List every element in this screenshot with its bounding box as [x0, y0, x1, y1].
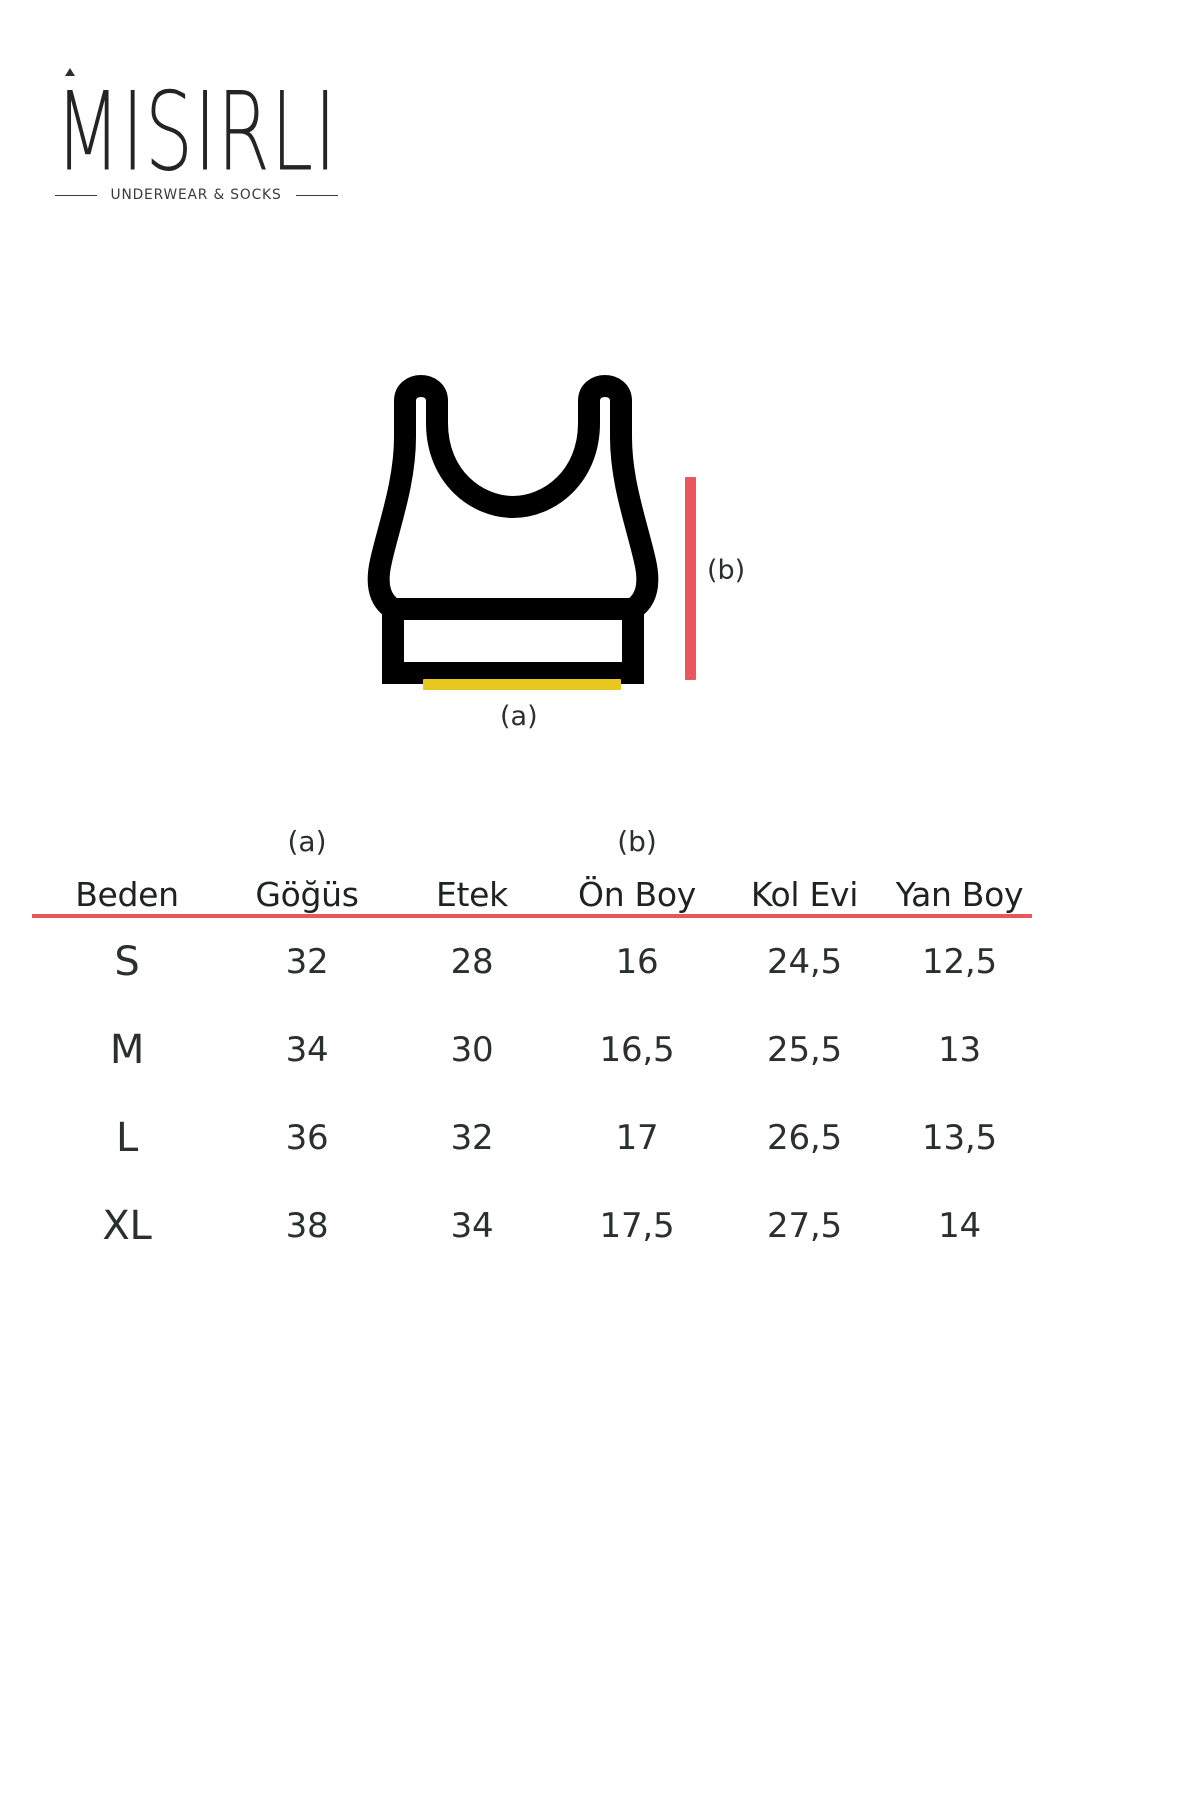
cell-etek: 34 — [450, 1206, 494, 1246]
header-beden: Beden — [32, 858, 222, 918]
table-row: M 34 30 16,5 25,5 13 — [32, 1006, 1032, 1094]
cell-on-boy: 16 — [615, 942, 659, 982]
cell-gogus: 32 — [285, 942, 329, 982]
cell-etek: 28 — [450, 942, 494, 982]
cell-beden: M — [109, 1027, 145, 1073]
table-row: XL 38 34 17,5 27,5 14 — [32, 1182, 1032, 1270]
header-yan-boy: Yan Boy — [887, 858, 1032, 918]
cell-gogus: 38 — [285, 1206, 329, 1246]
cell-beden: XL — [102, 1203, 152, 1249]
triangle-trademark-icon — [65, 68, 75, 76]
cell-beden: L — [115, 1115, 139, 1161]
header-etek: Etek — [392, 858, 552, 918]
measure-a-label: (a) — [500, 701, 538, 732]
cell-yan-boy: 13 — [938, 1030, 981, 1070]
size-chart-table-wrapper: (a) (b) Beden Göğüs Etek Ön Boy Kol Evi … — [32, 818, 1032, 1270]
cell-on-boy: 17 — [615, 1118, 659, 1158]
table-body: S 32 28 16 24,5 12,5 M 34 30 16,5 25,5 1… — [32, 916, 1032, 1270]
cell-yan-boy: 12,5 — [922, 942, 997, 982]
header-on-boy: Ön Boy — [552, 858, 722, 918]
table-superheader-row: (a) (b) — [32, 818, 1032, 858]
brand-tagline: UNDERWEAR & SOCKS — [110, 187, 283, 204]
tagline-rule-left — [55, 194, 98, 196]
superheader-etek — [392, 818, 552, 858]
brand-tagline-row: UNDERWEAR & SOCKS — [55, 187, 339, 204]
superheader-beden — [32, 818, 222, 858]
measure-b-label: (b) — [707, 555, 746, 586]
cell-beden: S — [114, 939, 140, 985]
brand-wordmark: MISIRLI — [55, 68, 338, 196]
sports-bra-icon — [367, 375, 659, 684]
cell-yan-boy: 14 — [938, 1206, 981, 1246]
header-gogus: Göğüs — [222, 858, 392, 918]
cell-yan-boy: 13,5 — [922, 1118, 997, 1158]
measure-b-indicator — [685, 477, 696, 680]
garment-diagram: (b) (a) — [345, 365, 865, 755]
cell-on-boy: 17,5 — [599, 1206, 675, 1246]
brand-logo: MISIRLI UNDERWEAR & SOCKS — [55, 58, 355, 203]
cell-etek: 32 — [450, 1118, 494, 1158]
cell-on-boy: 16,5 — [599, 1030, 675, 1070]
superheader-gogus: (a) — [287, 825, 327, 858]
tagline-rule-right — [295, 194, 339, 196]
superheader-kol-evi — [722, 818, 887, 858]
cell-gogus: 36 — [285, 1118, 329, 1158]
superheader-on-boy: (b) — [617, 825, 657, 858]
cell-kol-evi: 26,5 — [767, 1118, 842, 1158]
cell-kol-evi: 27,5 — [767, 1206, 842, 1246]
header-kol-evi: Kol Evi — [722, 858, 887, 918]
cell-kol-evi: 24,5 — [767, 942, 842, 982]
table-row: S 32 28 16 24,5 12,5 — [32, 916, 1032, 1006]
measure-a-indicator — [423, 679, 621, 690]
cell-gogus: 34 — [285, 1030, 329, 1070]
cell-etek: 30 — [450, 1030, 494, 1070]
cell-kol-evi: 25,5 — [767, 1030, 842, 1070]
size-chart-table: (a) (b) Beden Göğüs Etek Ön Boy Kol Evi … — [32, 818, 1032, 1270]
table-row: L 36 32 17 26,5 13,5 — [32, 1094, 1032, 1182]
superheader-yan-boy — [887, 818, 1032, 858]
table-header-row: Beden Göğüs Etek Ön Boy Kol Evi Yan Boy — [32, 858, 1032, 918]
